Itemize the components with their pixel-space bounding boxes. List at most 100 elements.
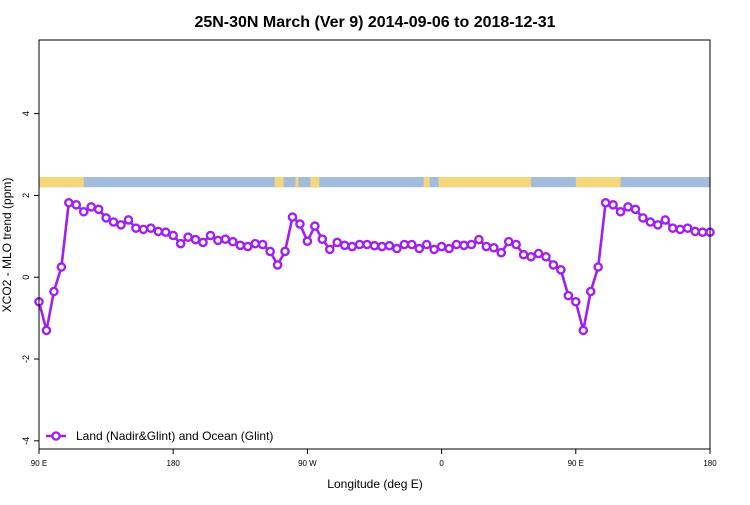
data-point [86,202,96,212]
y-tick-label: 0 [21,275,31,280]
data-point [302,236,313,247]
data-point [406,239,417,250]
data-point [414,243,425,254]
data-point [623,202,633,212]
data-point [49,286,59,297]
data-point [198,237,208,248]
y-axis-label: XCO2 - MLO trend (ppm) [0,178,14,313]
land-segment [423,177,430,188]
land-segment [274,177,284,188]
data-point [64,197,74,208]
data-point [295,219,305,229]
data-point [123,215,134,225]
data-point [116,220,126,230]
y-tick-label: 2 [21,193,31,198]
data-point [667,223,678,233]
data-point [645,217,656,227]
data-point [347,241,357,252]
data-point [593,262,603,272]
data-point [436,241,447,252]
x-tick-label: 90 W [298,459,317,468]
series-line [37,201,710,332]
data-point [205,230,216,241]
data-point [153,226,164,237]
data-point [220,234,231,244]
chart-title: 25N-30N March (Ver 9) 2014-09-06 to 2018… [194,14,555,31]
land-ocean-strip [39,177,710,188]
data-point [496,247,507,258]
data-point [660,215,671,225]
data-point [556,265,566,275]
data-point [242,241,253,252]
data-point [138,224,149,235]
data-point [399,239,410,250]
data-point [608,200,618,210]
data-point [578,325,589,336]
data-point [563,290,574,301]
data-point [190,234,201,245]
data-point [183,232,193,242]
land-segment [438,177,532,188]
data-point [56,262,67,272]
data-point [369,240,380,251]
data-point [392,243,402,254]
data-point [518,249,529,260]
land-segment [310,177,320,188]
data-point [108,217,119,227]
legend-marker [51,431,61,441]
y-tick-label: -4 [21,437,31,445]
data-point [213,235,223,246]
land-segment [39,177,84,188]
data-point [459,240,469,251]
data-point [362,239,372,250]
data-point [146,223,156,233]
x-tick-label: 90 E [31,459,47,468]
y-tick-label: -2 [21,355,31,363]
x-axis-label: Longitude (deg E) [327,477,422,491]
land-segment [575,177,621,188]
data-point [250,238,261,249]
data-point [444,243,454,254]
data-point [384,240,395,251]
data-point [511,239,521,250]
data-point [93,204,104,215]
data-point [615,206,626,217]
data-point [421,239,432,250]
data-point [354,239,365,250]
data-point [638,213,648,223]
data-point [653,220,663,230]
data-point [451,239,462,250]
data-point [235,240,246,251]
x-tick-label: 0 [439,459,444,468]
data-point [228,236,238,247]
series-layer [34,197,715,336]
data-point [488,242,499,253]
y-axis: -4 -2 0 2 4 [21,111,39,445]
data-point [571,296,581,307]
data-point [675,224,685,235]
data-point [287,212,298,222]
data-point [600,197,611,208]
data-point [160,227,171,238]
x-tick-label: 180 [703,459,717,468]
data-point [526,251,536,262]
legend-entry-label: Land (Nadir&Glint) and Ocean (Glint) [76,429,273,443]
data-point [474,234,484,245]
data-point [481,241,492,252]
x-tick-label: 90 E [568,459,584,468]
data-point [466,239,477,250]
ocean-band [39,177,710,188]
data-point [630,204,641,215]
data-point [585,286,596,297]
data-point [690,226,700,237]
data-point [503,236,514,247]
data-point [78,206,89,217]
data-point [175,238,186,249]
legend: Land (Nadir&Glint) and Ocean (Glint) [46,429,273,443]
y-tick-label: 4 [21,111,31,116]
data-point [682,223,693,233]
data-point [101,213,111,223]
data-point [265,246,275,257]
data-point [257,239,268,250]
